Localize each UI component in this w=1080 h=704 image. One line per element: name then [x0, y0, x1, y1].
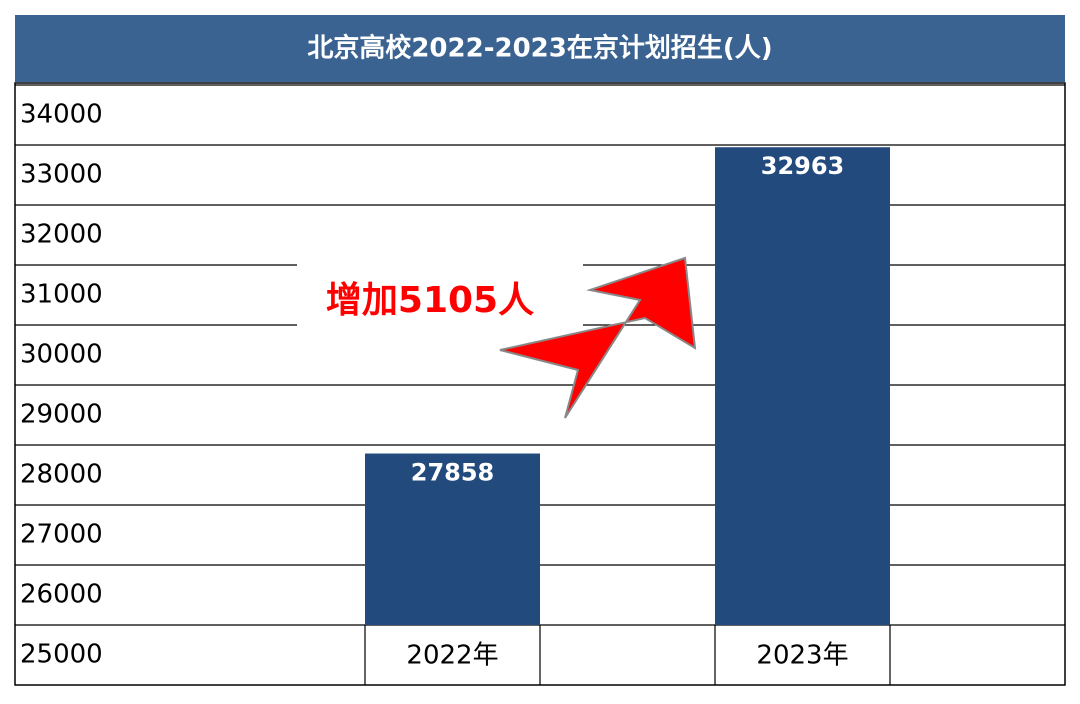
y-tick-label: 31000: [20, 280, 103, 310]
annotation-arrow: [499, 256, 697, 419]
y-tick-label: 30000: [20, 340, 103, 370]
x-tick-label: 2023年: [756, 641, 848, 671]
x-tick-label: 2022年: [406, 641, 498, 671]
y-tick-label: 29000: [20, 400, 103, 430]
y-tick-label: 25000: [20, 640, 103, 670]
y-tick-label: 26000: [20, 580, 103, 610]
y-tick-label: 27000: [20, 520, 103, 550]
value-label: 27858: [411, 459, 495, 487]
chart-title: 北京高校2022-2023在京计划招生(人): [307, 33, 772, 64]
y-tick-label: 34000: [20, 100, 103, 130]
title-bar: [15, 15, 1065, 82]
y-tick-label: 33000: [20, 160, 103, 190]
bar: [715, 147, 890, 625]
y-tick-label: 28000: [20, 460, 103, 490]
annotation-bg: [297, 250, 583, 340]
frame: [14, 82, 1066, 686]
bar: [365, 453, 540, 625]
y-tick-label: 32000: [20, 220, 103, 250]
value-label: 32963: [761, 152, 845, 180]
annotation: 增加5105人: [326, 280, 534, 321]
